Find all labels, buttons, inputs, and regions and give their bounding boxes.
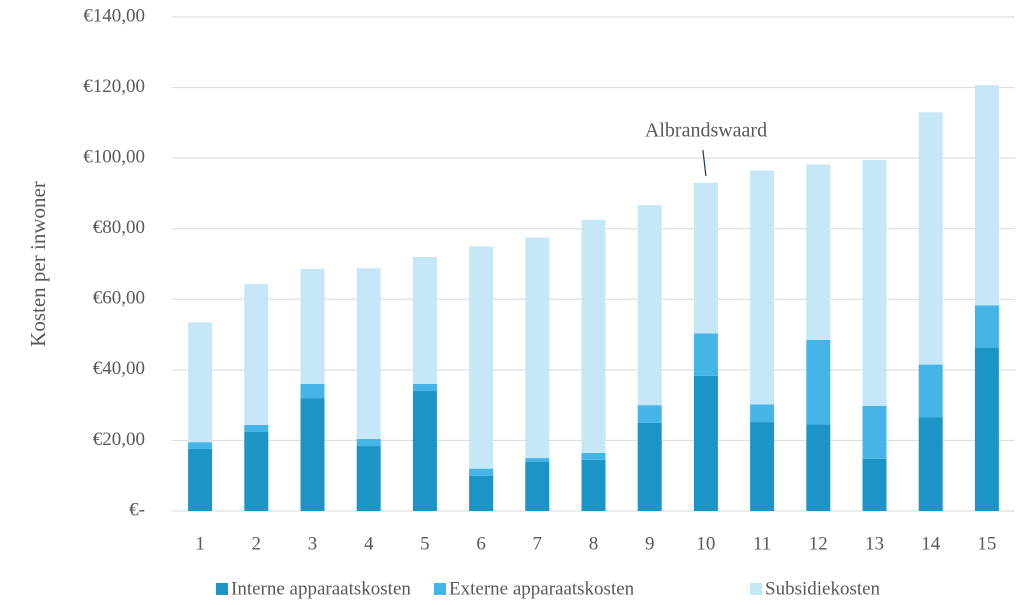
legend-label: Interne apparaatskosten xyxy=(231,578,411,599)
bar-segment xyxy=(412,391,437,511)
bar-segment xyxy=(469,468,494,476)
bar-segment xyxy=(862,159,887,406)
y-tick-label: €140,00 xyxy=(83,5,145,26)
bar-segment xyxy=(637,405,662,423)
bar-segment xyxy=(581,219,606,453)
y-tick-label: €20,00 xyxy=(93,429,145,450)
bar-segment xyxy=(356,439,381,447)
bar-segment xyxy=(581,459,606,511)
bar-segment xyxy=(750,422,775,511)
bar-segment xyxy=(188,442,213,449)
bar-segment xyxy=(918,364,943,418)
bar-segment xyxy=(300,268,325,384)
x-tick-label: 8 xyxy=(589,533,599,554)
x-tick-label: 9 xyxy=(645,533,655,554)
x-tick-label: 1 xyxy=(195,533,205,554)
bar-segment xyxy=(918,417,943,511)
bar-segment xyxy=(637,422,662,511)
bar-segment xyxy=(637,205,662,406)
bar-segment xyxy=(356,268,381,440)
bar-segment xyxy=(244,284,269,425)
bar-segment xyxy=(581,452,606,460)
x-tick-label: 10 xyxy=(696,533,715,554)
x-tick-label: 6 xyxy=(476,533,486,554)
bar-segment xyxy=(244,424,269,432)
bar-segment xyxy=(300,398,325,511)
bar-segment xyxy=(693,333,718,376)
bar-segment xyxy=(806,424,831,511)
annotation: Albrandswaard xyxy=(645,120,767,142)
x-tick-label: 12 xyxy=(809,533,828,554)
bar-segment xyxy=(974,85,999,306)
bar-segment xyxy=(412,383,437,392)
bar-segment xyxy=(244,431,269,511)
bar-segment xyxy=(693,375,718,511)
bar-segment xyxy=(974,305,999,348)
bar-segment xyxy=(806,339,831,425)
x-tick-label: 4 xyxy=(364,533,374,554)
y-axis-label: Kosten per inwoner xyxy=(26,181,50,347)
bar-segment xyxy=(918,112,943,365)
bar-segment xyxy=(469,246,494,469)
y-tick-label: €80,00 xyxy=(93,217,145,238)
legend-swatch xyxy=(434,583,446,595)
bar-segment xyxy=(862,458,887,511)
annotation-line xyxy=(702,149,707,177)
y-tick-label: €100,00 xyxy=(83,147,145,168)
legend-label: Subsidiekosten xyxy=(765,578,881,599)
bar-segment xyxy=(750,404,775,423)
bar-segment xyxy=(188,322,213,443)
bar-segment xyxy=(525,461,550,511)
bar-segment xyxy=(469,475,494,511)
bar-segment xyxy=(525,458,550,462)
y-tick-label: €- xyxy=(129,499,145,520)
bar-segment xyxy=(750,170,775,405)
x-tick-label: 15 xyxy=(977,533,996,554)
bar-segment xyxy=(525,237,550,459)
y-tick-label: €120,00 xyxy=(83,76,145,97)
y-tick-label: €40,00 xyxy=(93,358,145,379)
x-tick-label: 7 xyxy=(533,533,543,554)
bar-segment xyxy=(862,405,887,459)
bar-segment xyxy=(693,182,718,334)
x-tick-label: 13 xyxy=(865,533,884,554)
bar-segment xyxy=(356,446,381,511)
x-tick-label: 14 xyxy=(921,533,941,554)
legend-label: Externe apparaatskosten xyxy=(449,578,635,599)
x-tick-label: 2 xyxy=(252,533,262,554)
bar-segment xyxy=(300,383,325,399)
bar-segment xyxy=(412,256,437,384)
bar-segment xyxy=(806,164,831,340)
x-tick-label: 5 xyxy=(420,533,430,554)
y-tick-label: €60,00 xyxy=(93,288,145,309)
legend-swatch xyxy=(750,583,762,595)
bar-segment xyxy=(974,347,999,511)
legend-swatch xyxy=(216,583,228,595)
bar-segment xyxy=(188,448,213,511)
x-tick-label: 3 xyxy=(308,533,318,554)
x-tick-label: 11 xyxy=(753,533,771,554)
